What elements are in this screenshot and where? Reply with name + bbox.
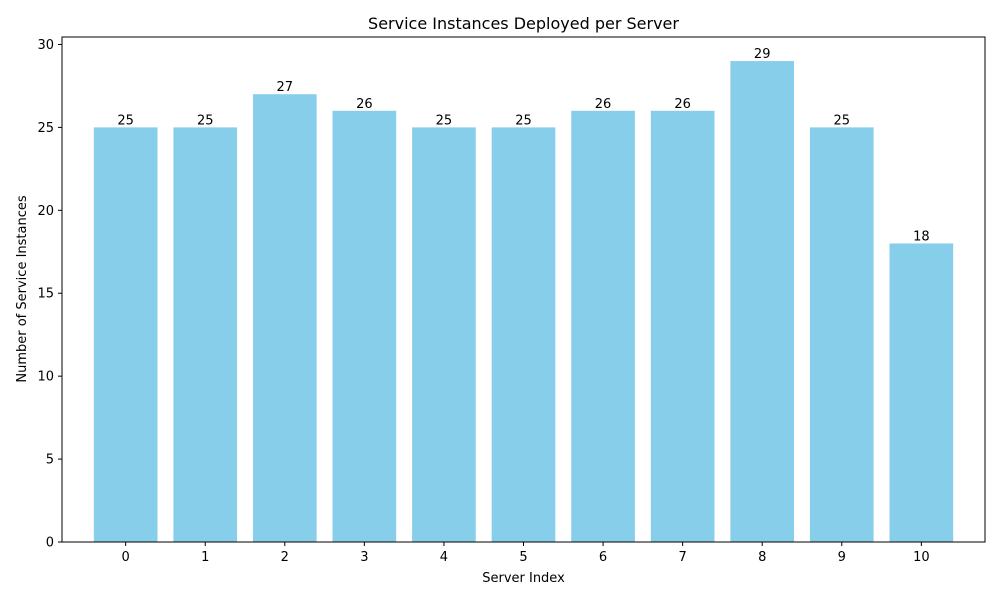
y-tick-label: 30 xyxy=(37,38,54,53)
data-label: 25 xyxy=(197,113,214,128)
x-tick-label: 4 xyxy=(440,550,448,565)
data-label: 26 xyxy=(356,97,373,112)
y-tick-label: 25 xyxy=(37,121,54,136)
x-tick-label: 6 xyxy=(599,550,607,565)
bar xyxy=(332,110,397,543)
data-label: 25 xyxy=(515,113,532,128)
data-label: 27 xyxy=(277,80,294,95)
bar xyxy=(650,110,715,543)
y-tick-label: 10 xyxy=(37,370,54,385)
data-label: 29 xyxy=(754,47,771,62)
data-label: 25 xyxy=(834,113,851,128)
y-tick-label: 0 xyxy=(46,536,54,551)
data-label: 25 xyxy=(117,113,134,128)
x-tick-label: 8 xyxy=(758,550,766,565)
y-tick-label: 15 xyxy=(37,287,54,302)
x-tick-label: 0 xyxy=(122,550,130,565)
data-label: 25 xyxy=(436,113,453,128)
y-tick-label: 20 xyxy=(37,204,54,219)
data-label: 26 xyxy=(674,97,691,112)
y-axis-label: Number of Service Instances xyxy=(15,195,30,382)
x-axis-label: Server Index xyxy=(482,571,565,586)
bar xyxy=(809,127,874,542)
x-tick-label: 7 xyxy=(678,550,686,565)
chart-title: Service Instances Deployed per Server xyxy=(368,14,679,33)
y-tick-label: 5 xyxy=(46,453,54,468)
data-label: 26 xyxy=(595,97,612,112)
x-tick-label: 2 xyxy=(281,550,289,565)
x-tick-label: 5 xyxy=(519,550,527,565)
x-tick-label: 3 xyxy=(360,550,368,565)
data-label: 18 xyxy=(913,229,930,244)
bar xyxy=(889,243,954,543)
bar xyxy=(571,110,635,543)
bar xyxy=(252,94,317,542)
bar xyxy=(412,127,476,542)
bar xyxy=(730,61,795,543)
plot-area: 25 25 27 26 25 25 26 26 29 25 18 0 1 2 3 4 5 6 7 8 9 10 0 5 10 15… xyxy=(37,36,986,565)
bar xyxy=(491,127,556,542)
bar xyxy=(173,127,238,542)
bar xyxy=(93,127,158,542)
x-tick-label: 1 xyxy=(201,550,209,565)
x-tick-label: 10 xyxy=(913,550,930,565)
x-tick-label: 9 xyxy=(838,550,846,565)
